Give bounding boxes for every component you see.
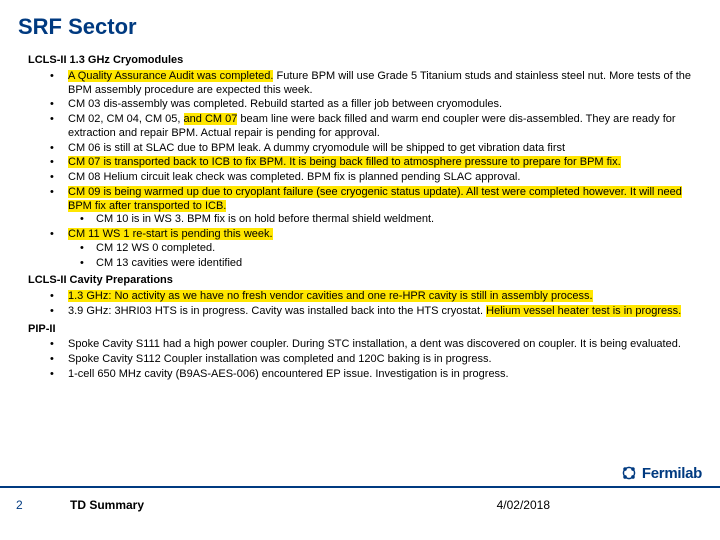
section-heading: LCLS-II Cavity Preparations	[28, 274, 702, 288]
text-segment: and CM 07	[184, 113, 238, 125]
text-segment: CM 02, CM 04, CM 05,	[68, 113, 184, 125]
text-segment: CM 06 is still at SLAC due to BPM leak. …	[68, 142, 565, 154]
bullet-sublist: CM 12 WS 0 completed. CM 13 cavities were…	[68, 242, 702, 271]
fermilab-icon	[620, 464, 638, 482]
list-item: CM 11 WS 1 re-start is pending this week…	[56, 228, 702, 270]
list-item: 1.3 GHz: No activity as we have no fresh…	[56, 290, 702, 304]
list-item: 1-cell 650 MHz cavity (B9AS-AES-006) enc…	[56, 368, 702, 382]
bullet-sublist: CM 10 is in WS 3. BPM fix is on hold bef…	[68, 213, 702, 227]
text-segment: CM 11 WS 1 re-start is pending this week…	[68, 228, 273, 240]
bullet-list: 1.3 GHz: No activity as we have no fresh…	[28, 290, 702, 319]
slide: SRF Sector LCLS-II 1.3 GHz Cryomodules A …	[0, 0, 720, 540]
text-segment: Spoke Cavity S112 Coupler installation w…	[68, 353, 492, 365]
text-segment: CM 08 Helium circuit leak check was comp…	[68, 171, 520, 183]
list-item: 3.9 GHz: 3HRI03 HTS is in progress. Cavi…	[56, 305, 702, 319]
list-item: CM 06 is still at SLAC due to BPM leak. …	[56, 142, 702, 156]
list-item: Spoke Cavity S112 Coupler installation w…	[56, 353, 702, 367]
list-item: CM 03 dis-assembly was completed. Rebuil…	[56, 98, 702, 112]
text-segment: CM 10 is in WS 3. BPM fix is on hold bef…	[96, 213, 434, 225]
list-item: CM 10 is in WS 3. BPM fix is on hold bef…	[84, 213, 702, 227]
text-segment: CM 12 WS 0 completed.	[96, 242, 215, 254]
footer-title: TD Summary	[70, 498, 144, 512]
text-segment: A Quality Assurance Audit was completed.	[68, 70, 273, 82]
footer-bar: Fermilab 2 TD Summary 4/02/2018	[0, 486, 720, 526]
text-segment: Spoke Cavity S111 had a high power coupl…	[68, 338, 681, 350]
list-item: CM 08 Helium circuit leak check was comp…	[56, 171, 702, 185]
text-segment: CM 07 is transported back to ICB to fix …	[68, 156, 621, 168]
page-title: SRF Sector	[18, 14, 702, 40]
page-number: 2	[16, 498, 23, 512]
list-item: Spoke Cavity S111 had a high power coupl…	[56, 338, 702, 352]
section-heading: PIP-II	[28, 323, 702, 337]
text-segment: CM 09 is being warmed up due to cryoplan…	[68, 186, 682, 212]
text-segment: 1-cell 650 MHz cavity (B9AS-AES-006) enc…	[68, 368, 509, 380]
text-segment: 1.3 GHz: No activity as we have no fresh…	[68, 290, 593, 302]
text-segment: CM 13 cavities were identified	[96, 257, 242, 269]
text-segment: CM 03 dis-assembly was completed. Rebuil…	[68, 98, 502, 110]
bullet-list: Spoke Cavity S111 had a high power coupl…	[28, 338, 702, 381]
list-item: CM 02, CM 04, CM 05, and CM 07 beam line…	[56, 113, 702, 141]
text-segment: Helium vessel heater test is in progress…	[486, 305, 681, 317]
brand: Fermilab	[620, 464, 702, 482]
list-item: CM 12 WS 0 completed.	[84, 242, 702, 256]
list-item: CM 09 is being warmed up due to cryoplan…	[56, 186, 702, 227]
list-item: CM 07 is transported back to ICB to fix …	[56, 156, 702, 170]
footer-date: 4/02/2018	[497, 498, 550, 512]
section-heading: LCLS-II 1.3 GHz Cryomodules	[28, 54, 702, 68]
list-item: CM 13 cavities were identified	[84, 257, 702, 271]
list-item: A Quality Assurance Audit was completed.…	[56, 70, 702, 98]
text-segment: 3.9 GHz: 3HRI03 HTS is in progress. Cavi…	[68, 305, 486, 317]
bullet-list: A Quality Assurance Audit was completed.…	[28, 70, 702, 271]
brand-label: Fermilab	[642, 465, 702, 482]
content-body: LCLS-II 1.3 GHz Cryomodules A Quality Ass…	[18, 54, 702, 382]
